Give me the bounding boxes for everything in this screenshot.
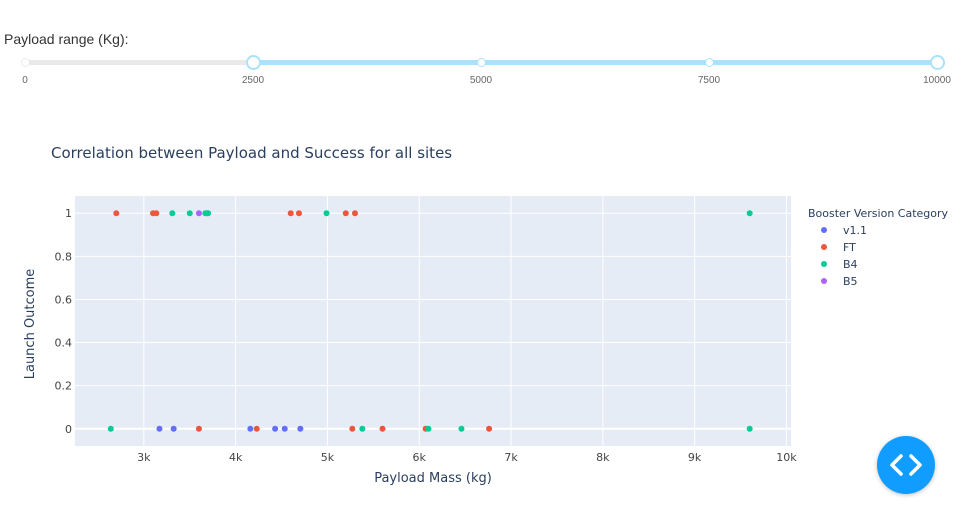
data-point-FT[interactable] (349, 425, 356, 432)
data-point-FT[interactable] (351, 210, 358, 217)
code-toggle-button[interactable] (877, 436, 935, 494)
slider-dot[interactable] (477, 58, 486, 67)
data-point-v1.1[interactable] (297, 425, 304, 432)
data-point-FT[interactable] (486, 425, 493, 432)
data-point-FT[interactable] (295, 210, 302, 217)
data-point-FT[interactable] (379, 425, 386, 432)
slider-dot[interactable] (21, 58, 30, 67)
x-tick-label: 10k (776, 451, 797, 464)
x-tick-label: 4k (229, 451, 243, 464)
legend-item-label[interactable]: B5 (843, 275, 858, 288)
y-tick-label: 0.8 (55, 250, 73, 263)
code-icon (890, 454, 922, 476)
data-point-FT[interactable] (113, 210, 120, 217)
x-axis-label: Payload Mass (kg) (374, 471, 492, 486)
slider-mark-label[interactable]: 10000 (923, 75, 951, 86)
data-point-v1.1[interactable] (170, 425, 177, 432)
y-tick-label: 0.2 (55, 380, 73, 393)
data-point-v1.1[interactable] (247, 425, 254, 432)
data-point-v1.1[interactable] (272, 425, 279, 432)
range-slider-track[interactable] (253, 60, 937, 65)
legend-item-label[interactable]: FT (843, 241, 856, 254)
data-point-B4[interactable] (323, 210, 330, 217)
data-point-B4[interactable] (107, 425, 114, 432)
data-point-v1.1[interactable] (281, 425, 288, 432)
data-point-FT[interactable] (153, 210, 160, 217)
data-point-B5[interactable] (195, 210, 202, 217)
slider-handle-high[interactable] (930, 55, 945, 70)
legend-marker[interactable] (821, 227, 827, 233)
y-tick-label: 0.6 (55, 293, 73, 306)
data-point-FT[interactable] (195, 425, 202, 432)
plot-area[interactable] (75, 196, 791, 446)
y-tick-label: 1 (65, 207, 72, 220)
x-tick-label: 3k (137, 451, 151, 464)
legend: Booster Version Category v1.1 FT B4 B5 (808, 207, 949, 288)
data-point-B4[interactable] (186, 210, 193, 217)
slider-mark-label[interactable]: 2500 (241, 75, 265, 86)
x-tick-label: 7k (504, 451, 518, 464)
y-tick-label: 0.4 (55, 337, 73, 350)
data-point-FT[interactable] (287, 210, 294, 217)
legend-marker[interactable] (821, 261, 827, 267)
chart-title: Correlation between Payload and Success … (51, 144, 452, 162)
slider-mark-label[interactable]: 0 (22, 75, 28, 86)
slider-mark-label[interactable]: 7500 (697, 75, 721, 86)
slider-dot[interactable] (705, 58, 714, 67)
data-point-B4[interactable] (458, 425, 465, 432)
data-point-B4[interactable] (169, 210, 176, 217)
data-point-B4[interactable] (746, 210, 753, 217)
x-tick-label: 9k (688, 451, 702, 464)
data-point-B4[interactable] (746, 425, 753, 432)
slider-label: Payload range (Kg): (4, 31, 129, 47)
x-tick-label: 5k (321, 451, 335, 464)
data-point-B4[interactable] (425, 425, 432, 432)
data-point-B4[interactable] (205, 210, 212, 217)
legend-title: Booster Version Category (808, 207, 949, 220)
y-axis-label: Launch Outcome (23, 269, 38, 380)
data-point-v1.1[interactable] (156, 425, 163, 432)
data-point-FT[interactable] (253, 425, 260, 432)
legend-marker[interactable] (821, 278, 827, 284)
y-tick-label: 0 (65, 423, 72, 436)
slider-handle-low[interactable] (246, 55, 261, 70)
data-point-B4[interactable] (359, 425, 366, 432)
x-tick-label: 8k (596, 451, 610, 464)
legend-item-label[interactable]: v1.1 (843, 224, 867, 237)
legend-item-label[interactable]: B4 (843, 258, 858, 271)
legend-marker[interactable] (821, 244, 827, 250)
data-point-FT[interactable] (342, 210, 349, 217)
slider-mark-label[interactable]: 5000 (469, 75, 493, 86)
x-tick-label: 6k (413, 451, 427, 464)
